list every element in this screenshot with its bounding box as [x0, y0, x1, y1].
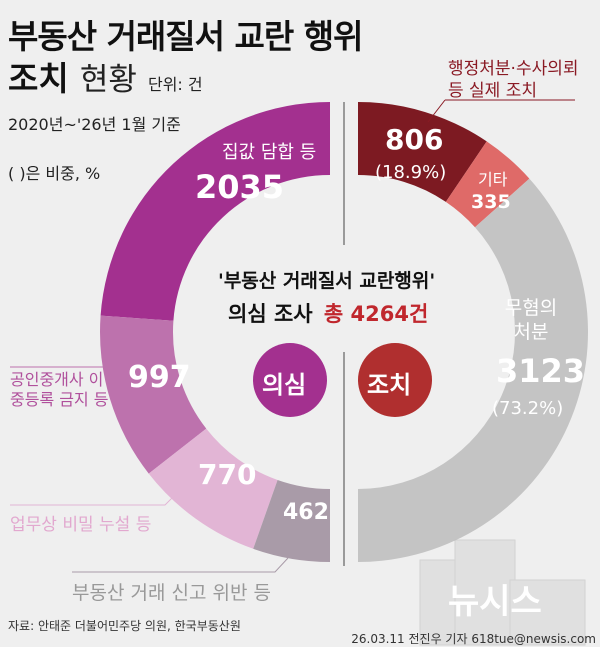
slice-right-1 — [445, 141, 530, 228]
source: 자료: 안태준 더불어민주당 의원, 한국부동산원 — [8, 619, 241, 633]
badge-right-circle — [358, 343, 432, 417]
label-335-value: 335 — [471, 191, 511, 213]
center-line2: 의심 조사 총 4264건 — [228, 298, 428, 328]
title-line2: 조치 현황 단위: 건 — [8, 52, 203, 100]
title-light: 현황 — [79, 62, 137, 98]
center-label: 의심 조사 — [228, 302, 313, 326]
center-total: 총 4264건 — [323, 302, 429, 326]
label-770-name: 업무상 비밀 누설 등 — [10, 515, 152, 535]
badge-left-circle — [253, 343, 327, 417]
label-2035-value: 2035 — [195, 168, 285, 206]
label-3123-percent: (73.2%) — [492, 398, 564, 419]
callout-leader-right — [427, 99, 446, 123]
label-997-value: 997 — [128, 360, 191, 395]
slice-left-1 — [99, 315, 207, 474]
label-462-name: 부동산 거래 신고 위반 등 — [72, 582, 271, 604]
slice-left-0 — [100, 102, 330, 321]
leader-462 — [72, 557, 289, 573]
badge-right: 조치 — [367, 371, 412, 399]
slice-left-3 — [253, 479, 330, 562]
badge-left: 의심 — [262, 371, 307, 399]
title-bold: 조치 — [8, 59, 69, 98]
slice-left-2 — [148, 428, 278, 549]
percent-note: ( )은 비중, % — [8, 164, 101, 183]
credit: 26.03.11 전진우 기자 618tue@newsis.com — [351, 632, 596, 646]
label-806-percent: (18.9%) — [375, 162, 447, 183]
label-997-name: 공인중개사 이중등록 금지 등 — [10, 370, 109, 409]
right-callout-1: 행정처분·수사의뢰 — [448, 59, 579, 79]
label-3123-value: 3123 — [496, 352, 586, 390]
watermark-text: 뉴시스 — [448, 582, 542, 622]
unit-label: 단위: 건 — [147, 75, 203, 94]
label-806-value: 806 — [385, 123, 444, 156]
period-label: 2020년~'26년 1월 기준 — [8, 115, 181, 134]
label-2035-name: 집값 담합 등 — [222, 142, 317, 163]
right-callout-2: 등 실제 조치 — [448, 81, 538, 101]
slice-right-0 — [358, 102, 487, 202]
watermark-building-icon — [419, 539, 586, 646]
leader-770 — [10, 494, 176, 506]
label-3123-name: 무혐의 처분 — [504, 297, 558, 343]
title-line1: 부동산 거래질서 교란 행위 — [8, 17, 363, 56]
label-335-name: 기타 — [478, 170, 508, 189]
label-770-value: 770 — [198, 458, 257, 491]
label-462-value: 462 — [283, 500, 329, 525]
slice-right-2 — [358, 178, 588, 562]
center-line1: '부동산 거래질서 교란행위' — [218, 270, 436, 292]
